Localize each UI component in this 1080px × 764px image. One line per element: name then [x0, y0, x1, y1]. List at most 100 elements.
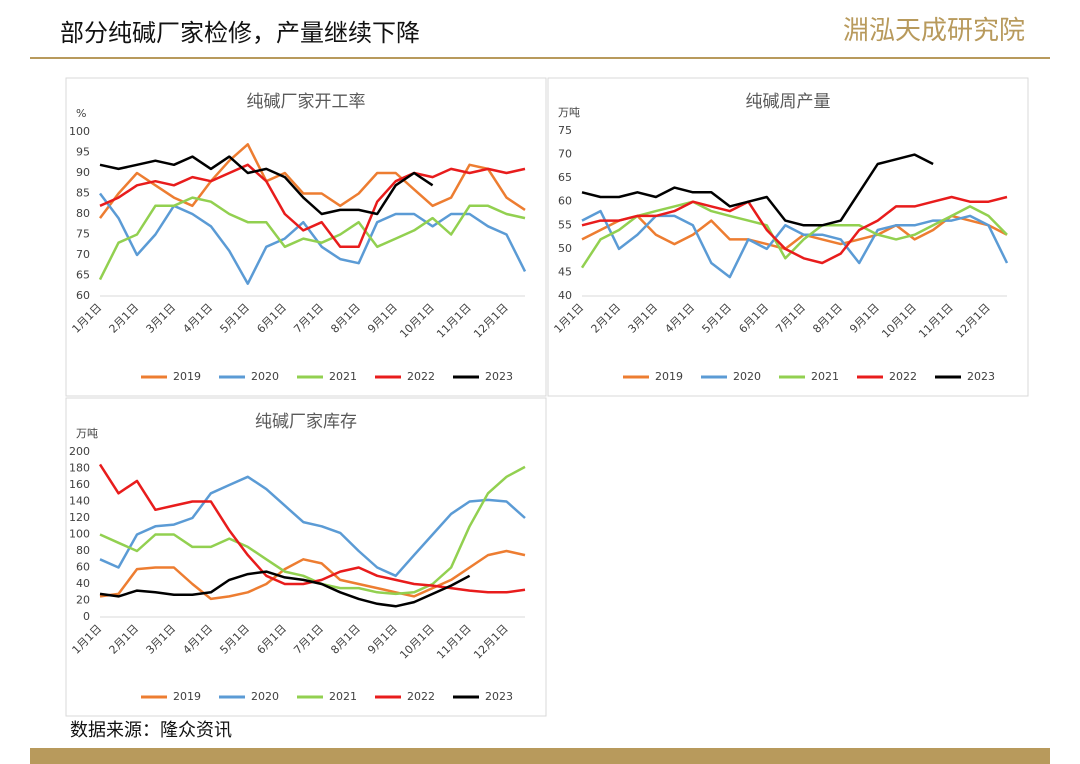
logo: 淵泓天成研究院	[843, 16, 1025, 46]
x-tick-label: 7月1日	[291, 301, 326, 336]
x-tick-label: 10月1日	[397, 622, 437, 662]
x-tick-label: 4月1日	[180, 301, 215, 336]
x-tick-label: 11月1日	[434, 301, 474, 341]
y-axis-label: %	[76, 107, 86, 120]
x-tick-label: 1月1日	[70, 301, 105, 336]
x-tick-label: 11月1日	[916, 301, 956, 341]
legend-label: 2019	[655, 370, 683, 383]
y-tick-label: 40	[558, 289, 572, 302]
x-tick-label: 10月1日	[879, 301, 919, 341]
series-line	[99, 549, 526, 601]
chart-title: 纯碱厂家开工率	[247, 92, 366, 112]
x-tick-label: 6月1日	[254, 622, 289, 657]
y-axis-label: 万吨	[76, 427, 98, 440]
y-tick-label: 70	[76, 248, 90, 261]
x-tick-label: 4月1日	[180, 622, 215, 657]
x-tick-label: 5月1日	[699, 301, 734, 336]
footer-bar	[30, 748, 1050, 764]
series-line	[98, 196, 526, 281]
x-tick-label: 3月1日	[144, 622, 179, 657]
y-tick-label: 200	[69, 445, 90, 458]
series-line	[99, 163, 526, 249]
y-tick-label: 55	[558, 218, 572, 231]
x-tick-label: 2月1日	[107, 301, 142, 336]
chart-frame	[65, 397, 547, 717]
y-tick-label: 60	[76, 289, 90, 302]
series-line	[99, 143, 526, 219]
legend-label: 2020	[251, 370, 279, 383]
series-line	[581, 195, 1008, 265]
series-line	[99, 570, 471, 608]
x-tick-label: 3月1日	[144, 301, 179, 336]
x-tick-label: 5月1日	[217, 301, 252, 336]
y-tick-label: 100	[69, 528, 90, 541]
x-tick-label: 6月1日	[254, 301, 289, 336]
legend-label: 2020	[251, 690, 279, 703]
series-line	[99, 155, 434, 216]
legend-label: 2021	[329, 370, 357, 383]
y-tick-label: 0	[83, 610, 90, 623]
source: 数据来源：隆众资讯	[70, 720, 232, 741]
x-tick-label: 6月1日	[736, 301, 771, 336]
x-tick-label: 1月1日	[70, 622, 105, 657]
x-tick-label: 12月1日	[953, 301, 993, 341]
x-tick-label: 11月1日	[434, 622, 474, 662]
x-tick-label: 7月1日	[291, 622, 326, 657]
x-tick-label: 9月1日	[847, 301, 882, 336]
y-tick-label: 40	[76, 577, 90, 590]
x-tick-label: 2月1日	[589, 301, 624, 336]
legend-label: 2021	[811, 370, 839, 383]
y-tick-label: 160	[69, 478, 90, 491]
series-line	[99, 475, 526, 578]
chart-title: 纯碱厂家库存	[255, 412, 357, 432]
legend-label: 2021	[329, 690, 357, 703]
y-tick-label: 75	[558, 124, 572, 137]
y-tick-label: 80	[76, 207, 90, 220]
y-tick-label: 70	[558, 148, 572, 161]
series-line	[581, 214, 1008, 251]
legend-label: 2020	[733, 370, 761, 383]
series-line	[580, 200, 1008, 269]
legend-label: 2022	[889, 370, 917, 383]
legend-label: 2023	[967, 370, 995, 383]
x-tick-label: 9月1日	[365, 622, 400, 657]
chart-frame	[547, 77, 1029, 397]
x-tick-label: 8月1日	[328, 622, 363, 657]
legend-label: 2022	[407, 690, 435, 703]
x-tick-label: 10月1日	[397, 301, 437, 341]
y-tick-label: 75	[76, 228, 90, 241]
legend-label: 2019	[173, 690, 201, 703]
x-tick-label: 8月1日	[810, 301, 845, 336]
y-tick-label: 90	[76, 166, 90, 179]
y-tick-label: 100	[69, 125, 90, 138]
header-rule	[30, 57, 1050, 59]
legend-label: 2022	[407, 370, 435, 383]
x-tick-label: 2月1日	[107, 622, 142, 657]
series-line	[581, 153, 934, 227]
chart-frame	[65, 77, 547, 397]
y-tick-label: 45	[558, 265, 572, 278]
page-title: 部分纯碱厂家检修，产量继续下降	[60, 19, 420, 47]
y-tick-label: 60	[558, 195, 572, 208]
x-tick-label: 9月1日	[365, 301, 400, 336]
y-tick-label: 50	[558, 242, 572, 255]
series-line	[99, 192, 527, 285]
y-tick-label: 85	[76, 187, 90, 200]
y-tick-label: 60	[76, 561, 90, 574]
chart-title: 纯碱周产量	[746, 92, 831, 112]
legend-label: 2023	[485, 690, 513, 703]
legend-label: 2023	[485, 370, 513, 383]
y-tick-label: 20	[76, 594, 90, 607]
legend-label: 2019	[173, 370, 201, 383]
x-tick-label: 5月1日	[217, 622, 252, 657]
y-tick-label: 80	[76, 544, 90, 557]
y-axis-label: 万吨	[558, 106, 580, 119]
x-tick-label: 4月1日	[662, 301, 697, 336]
y-tick-label: 65	[558, 171, 572, 184]
y-tick-label: 140	[69, 495, 90, 508]
y-tick-label: 120	[69, 511, 90, 524]
x-tick-label: 7月1日	[773, 301, 808, 336]
y-tick-label: 95	[76, 146, 90, 159]
y-tick-label: 180	[69, 462, 90, 475]
